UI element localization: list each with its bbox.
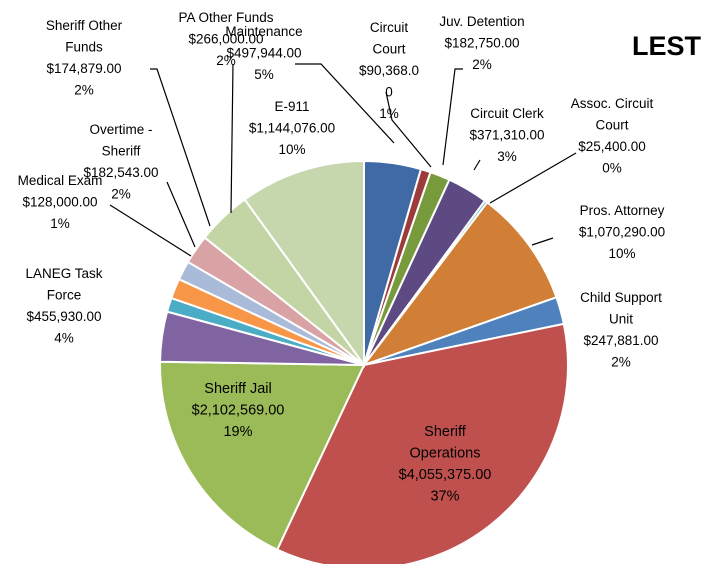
slice-label-line: Assoc. Circuit <box>571 96 654 111</box>
slice-label-line: $182,543.00 <box>83 165 158 180</box>
slice-label: Pros. Attorney $1,070,290.00 10% <box>579 203 665 261</box>
slice-label-line: Sheriff <box>424 424 467 440</box>
leader-line <box>166 181 196 248</box>
slice-label-line: Child Support <box>580 290 662 305</box>
slice-label: Assoc. Circuit Court $25,400.00 0% <box>571 96 654 176</box>
leader-lines <box>109 63 577 257</box>
slice-label-line: 37% <box>430 489 459 505</box>
slice-label: LANEG Task Force $455,930.00 4% <box>25 266 102 346</box>
pie-slice <box>243 159 365 369</box>
slice-label-line: $266,000.00 <box>188 32 263 47</box>
slice-label: E-911 $1,144,076.00 10% <box>249 99 335 157</box>
slice-label-line: Funds <box>65 40 103 55</box>
slice-label-line: E-911 <box>274 99 309 114</box>
slice-label-line: $128,000.00 <box>22 195 97 210</box>
leader-line <box>230 63 234 214</box>
leader-line <box>531 237 554 246</box>
chart-title: LEST <box>632 31 702 61</box>
slice-label-line: 10% <box>608 246 635 261</box>
slice-label-line: 1% <box>379 106 399 121</box>
slice-label: Overtime - Sheriff $182,543.00 2% <box>83 122 158 202</box>
slice-label-line: $1,144,076.00 <box>249 121 335 136</box>
slice-label: Child Support Unit $247,881.00 2% <box>580 290 662 370</box>
slice-label-line: $455,930.00 <box>26 309 101 324</box>
pie-slice <box>159 360 366 551</box>
pie-slice <box>275 322 569 564</box>
slice-label-line: $182,750.00 <box>444 36 519 51</box>
slice-label-line: 4% <box>54 331 74 346</box>
slice-label: Juv. Detention $182,750.00 2% <box>439 14 524 72</box>
leader-line <box>442 68 463 166</box>
slice-label-line: Juv. Detention <box>439 14 524 29</box>
slice-label-line: $371,310.00 <box>469 128 544 143</box>
slice-label: Circuit Court $90,368.0 0 1% <box>359 20 419 121</box>
slice-label-line: $2,102,569.00 <box>192 403 285 419</box>
slice-labels: Circuit Court $90,368.0 0 1% Juv. Detention $1… <box>18 10 666 505</box>
slice-label-line: Court <box>372 42 405 57</box>
slice-label-line: Circuit <box>370 20 409 35</box>
pie-slice <box>361 201 558 368</box>
slice-label-line: 0 <box>385 85 393 100</box>
leader-line <box>473 159 481 171</box>
slice-label-line: Maintenance <box>225 24 302 39</box>
slice-label-line: 3% <box>497 149 517 164</box>
slice-label: Sheriff Operations $4,055,375.00 37% <box>399 424 492 505</box>
slice-label-line: $90,368.0 <box>359 63 419 78</box>
slice-label-line: Sheriff Other <box>46 18 123 33</box>
slice-label-line: 2% <box>216 53 236 68</box>
slice-label-line: Overtime - <box>89 122 152 137</box>
slice-label-line: 2% <box>74 83 94 98</box>
slice-label-line: $4,055,375.00 <box>399 467 492 483</box>
slice-label-line: 19% <box>223 424 252 440</box>
leader-line <box>489 152 577 204</box>
slice-label-line: $174,879.00 <box>46 61 121 76</box>
leader-line <box>295 63 395 144</box>
slice-label: Medical Exam $128,000.00 1% <box>18 173 103 231</box>
slice-label: Sheriff Other Funds $174,879.00 2% <box>46 18 123 98</box>
slice-label: Maintenance $497,944.00 5% <box>225 24 302 82</box>
slice-label-line: $1,070,290.00 <box>579 225 665 240</box>
slice-label-line: Force <box>47 288 82 303</box>
slice-label-line: Court <box>595 118 628 133</box>
slice-label-line: 2% <box>111 187 131 202</box>
slice-label: Circuit Clerk $371,310.00 3% <box>469 106 544 164</box>
slice-label-line: 10% <box>278 142 305 157</box>
slice-label-line: Pros. Attorney <box>580 203 665 218</box>
slice-label-line: $497,944.00 <box>226 46 301 61</box>
slice-label-line: 2% <box>611 355 631 370</box>
slice-label-line: LANEG Task <box>25 266 102 281</box>
leader-line <box>150 68 211 227</box>
slice-label-line: PA Other Funds <box>178 10 273 25</box>
slice-label-line: 0% <box>602 161 622 176</box>
slice-label-line: Medical Exam <box>18 173 103 188</box>
slice-label-line: Circuit Clerk <box>470 106 544 121</box>
slice-label-line: Sheriff Jail <box>204 381 271 397</box>
slice-label-line: 1% <box>50 216 70 231</box>
slice-label: Sheriff Jail $2,102,569.00 19% <box>192 381 285 440</box>
leader-line <box>385 91 432 168</box>
leader-line <box>109 204 192 257</box>
pie-slices <box>159 159 569 564</box>
slice-label-line: $247,881.00 <box>583 333 658 348</box>
slice-label: PA Other Funds $266,000.00 2% <box>178 10 273 68</box>
slice-label-line: $25,400.00 <box>578 139 646 154</box>
slice-label-line: Sheriff <box>102 144 141 159</box>
slice-label-line: 2% <box>472 57 492 72</box>
slice-label-line: Operations <box>410 446 481 462</box>
slice-label-line: 5% <box>254 67 274 82</box>
slice-label-line: Unit <box>609 312 633 327</box>
